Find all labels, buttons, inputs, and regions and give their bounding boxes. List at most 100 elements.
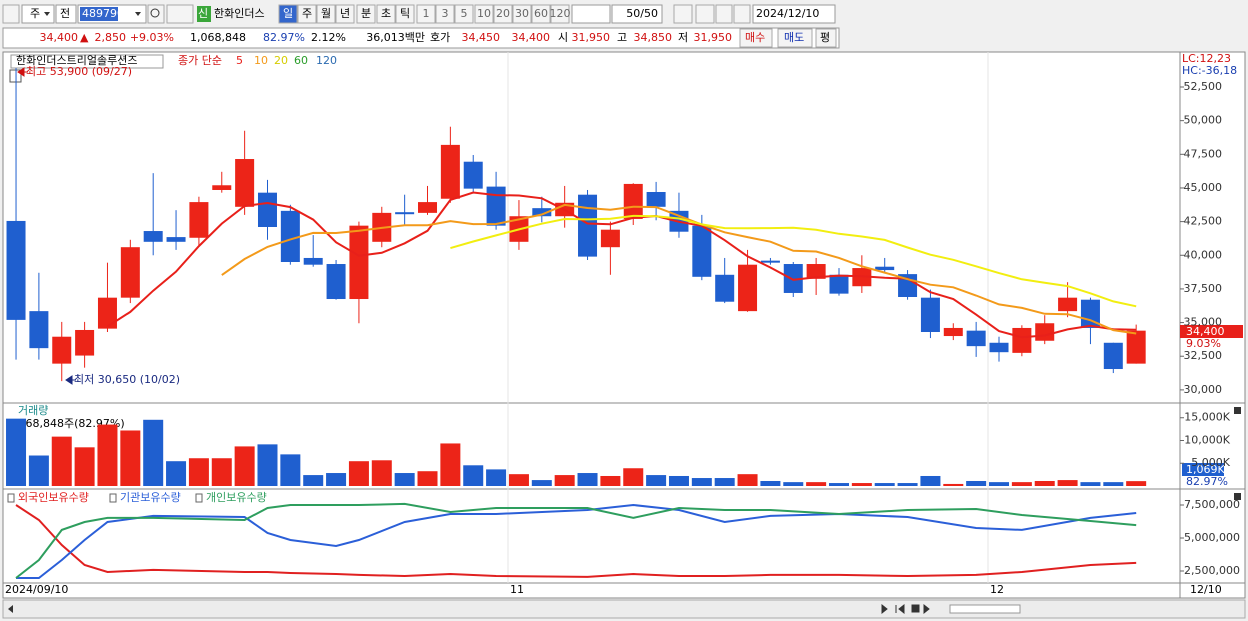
count: 50/50 (626, 7, 658, 20)
last-price-box (1180, 325, 1243, 338)
interval-button[interactable] (278, 4, 298, 24)
minute-button[interactable] (416, 4, 436, 24)
candle-body (600, 229, 620, 248)
minute-button[interactable] (435, 4, 455, 24)
zoom-slider[interactable] (949, 604, 1021, 614)
open-label: 시 (558, 31, 568, 44)
sell-button[interactable] (777, 28, 813, 48)
minute: 10 (477, 7, 491, 20)
holdings-line (16, 503, 1137, 579)
candle-body (326, 264, 346, 300)
interval-button[interactable] (395, 4, 415, 24)
turnover: 2.12% (311, 31, 346, 44)
menu-button[interactable] (2, 4, 20, 24)
save-button[interactable] (715, 4, 733, 24)
period-select[interactable] (21, 4, 55, 24)
volume-bar (897, 483, 918, 486)
interval-button[interactable] (335, 4, 355, 24)
minute: 30 (515, 7, 529, 20)
settings-button[interactable] (733, 4, 751, 24)
candle-body (349, 225, 369, 300)
candle-body (715, 274, 735, 302)
sound-button[interactable] (166, 4, 194, 24)
candle-body (920, 297, 940, 332)
interval-button[interactable] (376, 4, 396, 24)
minute-button[interactable] (474, 4, 494, 24)
buy-button[interactable] (739, 28, 773, 48)
volume-bar (943, 483, 964, 486)
volume-bar (806, 482, 827, 486)
blank-select-box[interactable] (571, 4, 611, 24)
high: 34,850 (634, 31, 673, 44)
volume-bar (1011, 482, 1032, 486)
avg-button[interactable] (815, 28, 837, 48)
volume-bar (531, 480, 552, 486)
minute: 1 (423, 7, 430, 20)
scroll-left[interactable] (8, 605, 13, 613)
volume-bar (74, 447, 95, 486)
interval-button[interactable] (356, 4, 376, 24)
volume-bar (851, 483, 872, 486)
volume-bar (874, 483, 895, 486)
volume-bar (440, 443, 461, 486)
volume-bar (303, 475, 324, 486)
volume-ratio: 82.97% (263, 31, 305, 44)
legend-label: 개인보유수량 (206, 491, 267, 504)
volume-bar (714, 478, 735, 486)
candle-body (1035, 323, 1055, 341)
low-label: 저 (678, 31, 688, 44)
minute-button[interactable] (531, 4, 551, 24)
tool-button[interactable] (673, 4, 693, 24)
panel-icon[interactable] (1234, 407, 1241, 414)
interval: 일 (283, 6, 293, 20)
candle-body (97, 297, 117, 329)
y-tick-label: 2,500,000 (1184, 564, 1240, 577)
chart-title: 한화인더스트리얼솔루션즈 (16, 53, 137, 67)
bid: 34,400 (512, 31, 551, 44)
minute-button[interactable] (493, 4, 513, 24)
minute-button[interactable] (550, 4, 570, 24)
interval: 월 (321, 7, 331, 20)
bid-label: 호가 (430, 31, 450, 44)
date-input[interactable] (752, 4, 836, 24)
interval-button[interactable] (316, 4, 336, 24)
candle-body (166, 237, 186, 242)
tool-button[interactable] (695, 4, 715, 24)
volume-bar (486, 469, 507, 486)
moving-average (221, 203, 1137, 335)
volume-bar (646, 475, 667, 486)
volume-bar (989, 482, 1010, 486)
y-tick-label: 10,000K (1184, 433, 1230, 446)
candle-body (646, 192, 666, 207)
scroll-controls[interactable] (881, 603, 930, 615)
panel-icon[interactable] (1234, 493, 1241, 500)
volume-bar (143, 419, 164, 486)
date-label: 11 (510, 583, 524, 596)
search-icon (150, 8, 160, 18)
minute-button[interactable] (454, 4, 474, 24)
badge: 신 (198, 7, 208, 20)
market-select[interactable] (55, 4, 77, 24)
last-volume-rate: 82.97% (1186, 475, 1228, 488)
minute: 5 (461, 7, 468, 20)
volume-bar (600, 475, 621, 486)
candle-body (486, 186, 506, 226)
scrollbar[interactable] (2, 599, 1246, 619)
y-tick-label: 35,000 (1184, 316, 1223, 329)
candle-body (738, 264, 758, 312)
count-box[interactable] (611, 4, 663, 24)
last-rate: 9.03% (1186, 337, 1221, 350)
minute: 120 (550, 7, 571, 20)
volume-bar (828, 483, 849, 486)
y-tick-label: 37,500 (1184, 282, 1223, 295)
search-button[interactable] (147, 4, 165, 24)
interval-button[interactable] (297, 4, 317, 24)
volume-bar (326, 473, 347, 486)
holdings-line (15, 502, 1137, 579)
interval: 틱 (400, 7, 410, 20)
candle-body (6, 220, 26, 320)
volume: 1,068,848 (190, 31, 246, 44)
minute-button[interactable] (512, 4, 532, 24)
y-tick-label: 42,500 (1184, 215, 1223, 228)
